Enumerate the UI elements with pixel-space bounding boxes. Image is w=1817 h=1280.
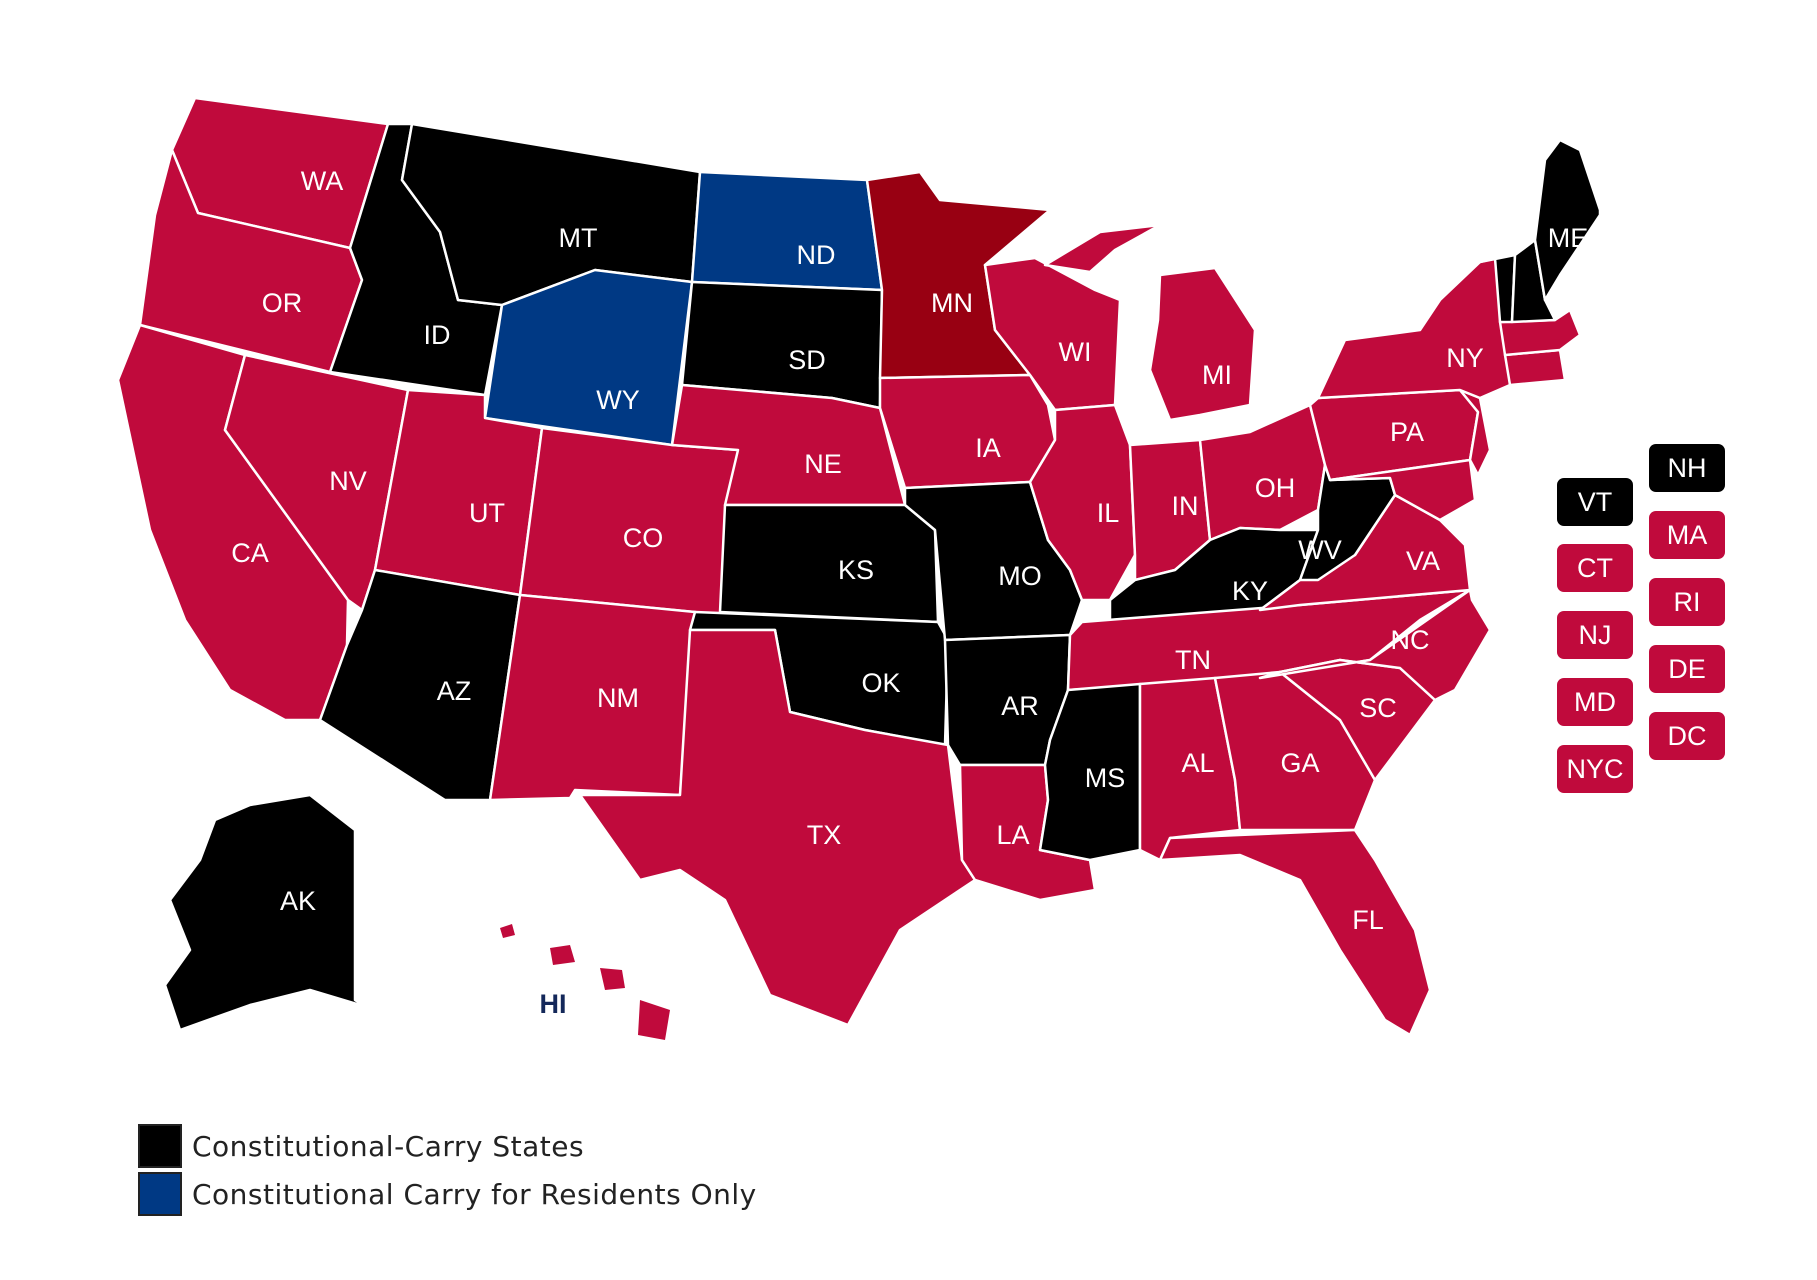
label-wi: WI bbox=[1059, 337, 1092, 367]
label-pa: PA bbox=[1390, 417, 1424, 447]
label-wv: WV bbox=[1298, 535, 1342, 565]
label-ok: OK bbox=[861, 668, 900, 698]
state-co[interactable] bbox=[518, 426, 740, 617]
label-sc: SC bbox=[1359, 693, 1397, 723]
chip-nyc[interactable]: NYC bbox=[1557, 745, 1633, 793]
legend-label-constitutional: Constitutional-Carry States bbox=[192, 1129, 585, 1163]
label-ca: CA bbox=[231, 538, 269, 568]
state-fl[interactable] bbox=[1158, 828, 1432, 1037]
label-nm: NM bbox=[597, 683, 639, 713]
state-nc[interactable] bbox=[1258, 588, 1492, 702]
state-mi-up bbox=[1043, 223, 1162, 274]
label-oh: OH bbox=[1255, 473, 1296, 503]
chip-de[interactable]: DE bbox=[1649, 645, 1725, 693]
label-mi: MI bbox=[1202, 360, 1232, 390]
state-ny[interactable] bbox=[1316, 256, 1512, 400]
chip-ri[interactable]: RI bbox=[1649, 578, 1725, 626]
label-mo: MO bbox=[998, 561, 1042, 591]
state-mi[interactable] bbox=[1148, 266, 1257, 422]
label-nv: NV bbox=[329, 466, 367, 496]
chip-nh[interactable]: NH bbox=[1649, 444, 1725, 492]
label-al: AL bbox=[1181, 748, 1214, 778]
label-tx: TX bbox=[807, 820, 842, 850]
label-co: CO bbox=[623, 523, 664, 553]
label-ar: AR bbox=[1001, 691, 1039, 721]
label-ut: UT bbox=[469, 498, 505, 528]
legend-swatch-black bbox=[138, 1124, 182, 1168]
chip-vt-label: VT bbox=[1577, 486, 1613, 517]
label-nd: ND bbox=[797, 240, 836, 270]
label-la: LA bbox=[996, 820, 1029, 850]
label-or: OR bbox=[262, 288, 303, 318]
label-sd: SD bbox=[788, 345, 826, 375]
label-ks: KS bbox=[838, 555, 874, 585]
legend-label-residents-only: Constitutional Carry for Residents Only bbox=[192, 1177, 757, 1211]
chip-nh-label: NH bbox=[1667, 452, 1707, 483]
label-mt: MT bbox=[559, 223, 598, 253]
label-wa: WA bbox=[301, 166, 344, 196]
legend-swatch-blue bbox=[138, 1172, 182, 1216]
chip-nj[interactable]: NJ bbox=[1557, 611, 1633, 659]
label-il: IL bbox=[1097, 498, 1120, 528]
label-hi: HI bbox=[540, 989, 567, 1019]
state-nh bbox=[1510, 238, 1557, 324]
state-vt bbox=[1478, 253, 1517, 324]
label-nc: NC bbox=[1391, 625, 1430, 655]
label-ms: MS bbox=[1085, 763, 1126, 793]
label-ak: AK bbox=[280, 886, 316, 916]
state-hi[interactable] bbox=[500, 924, 670, 1040]
label-va: VA bbox=[1406, 546, 1440, 576]
label-tn: TN bbox=[1175, 645, 1211, 675]
label-ia: IA bbox=[975, 433, 1001, 463]
state-nd[interactable] bbox=[690, 170, 884, 292]
chip-ri-label: RI bbox=[1673, 586, 1701, 617]
legend-item-residents-only: Constitutional Carry for Residents Only bbox=[138, 1172, 757, 1216]
chip-nyc-label: NYC bbox=[1566, 753, 1624, 784]
state-tx[interactable] bbox=[578, 628, 977, 1027]
label-ne: NE bbox=[804, 449, 842, 479]
label-fl: FL bbox=[1352, 905, 1384, 935]
label-me: ME bbox=[1548, 223, 1589, 253]
label-in: IN bbox=[1172, 491, 1199, 521]
state-il[interactable] bbox=[1028, 403, 1137, 602]
state-me[interactable] bbox=[1533, 138, 1602, 302]
legend-item-constitutional: Constitutional-Carry States bbox=[138, 1124, 584, 1168]
label-ny: NY bbox=[1446, 343, 1484, 373]
state-wy[interactable] bbox=[483, 268, 694, 447]
label-az: AZ bbox=[437, 676, 472, 706]
label-wy: WY bbox=[596, 385, 640, 415]
chip-dc-label: DC bbox=[1667, 720, 1707, 751]
chip-md-label: MD bbox=[1574, 686, 1616, 717]
chip-vt[interactable]: VT bbox=[1557, 478, 1633, 526]
state-az[interactable] bbox=[318, 568, 522, 802]
label-ky: KY bbox=[1232, 576, 1268, 606]
chip-de-label: DE bbox=[1668, 653, 1706, 684]
state-ak[interactable] bbox=[163, 793, 452, 1057]
chip-ct[interactable]: CT bbox=[1557, 544, 1633, 592]
state-nm[interactable] bbox=[488, 593, 697, 802]
state-ks[interactable] bbox=[718, 503, 940, 624]
label-mn: MN bbox=[931, 288, 973, 318]
label-ga: GA bbox=[1280, 748, 1319, 778]
chip-nj-label: NJ bbox=[1578, 619, 1612, 650]
chip-md[interactable]: MD bbox=[1557, 678, 1633, 726]
label-id: ID bbox=[424, 320, 451, 350]
chip-ma[interactable]: MA bbox=[1649, 511, 1725, 559]
chip-ma-label: MA bbox=[1666, 519, 1708, 550]
chip-ct-label: CT bbox=[1577, 552, 1613, 583]
chip-dc[interactable]: DC bbox=[1649, 712, 1725, 760]
state-ia[interactable] bbox=[878, 373, 1057, 490]
